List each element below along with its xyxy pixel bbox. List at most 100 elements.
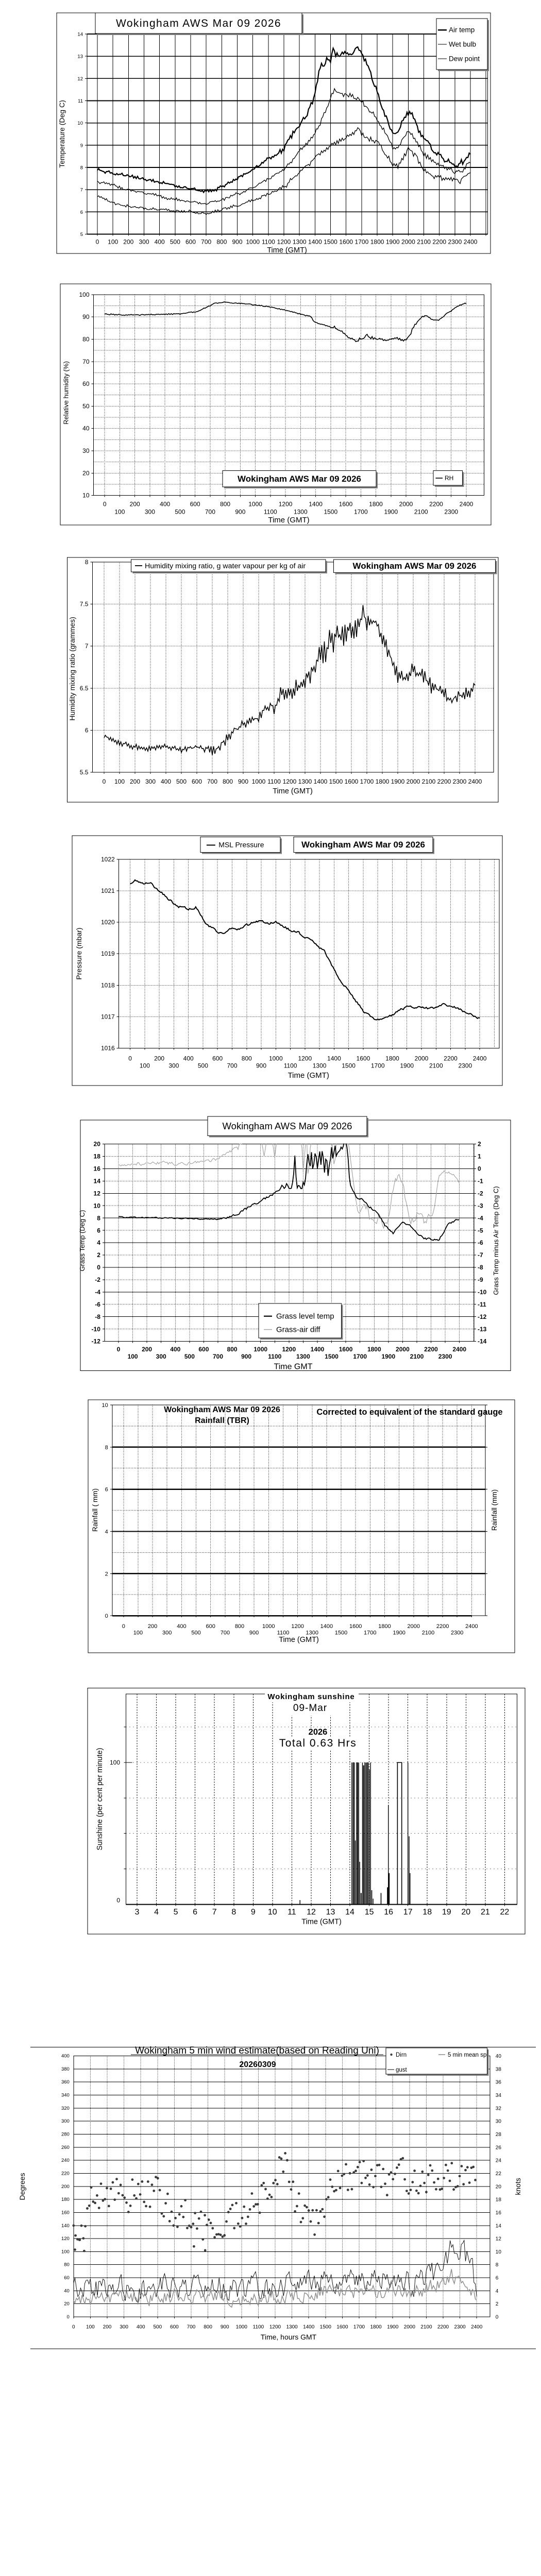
svg-text:2300: 2300 xyxy=(444,508,458,515)
svg-text:1500: 1500 xyxy=(335,1630,347,1636)
svg-text:300: 300 xyxy=(145,508,155,515)
svg-text:100: 100 xyxy=(86,2325,95,2330)
svg-text:900: 900 xyxy=(232,239,242,246)
svg-text:500: 500 xyxy=(198,1062,208,1069)
svg-text:15: 15 xyxy=(365,1908,374,1917)
svg-text:13: 13 xyxy=(326,1908,335,1917)
svg-text:100: 100 xyxy=(61,2249,70,2255)
svg-text:7: 7 xyxy=(80,188,83,193)
svg-text:13: 13 xyxy=(77,54,83,60)
svg-text:1800: 1800 xyxy=(376,778,390,785)
svg-text:Dirn: Dirn xyxy=(396,2052,407,2058)
svg-text:8: 8 xyxy=(97,1214,100,1222)
svg-text:0: 0 xyxy=(96,239,99,246)
svg-text:40: 40 xyxy=(496,2054,502,2059)
svg-text:500: 500 xyxy=(184,1353,195,1360)
svg-text:36: 36 xyxy=(496,2080,502,2086)
svg-text:-4: -4 xyxy=(478,1214,483,1222)
svg-text:Corrected to equivalent of the: Corrected to equivalent of the standard … xyxy=(316,1408,502,1417)
svg-text:gust: gust xyxy=(396,2067,408,2073)
svg-text:11: 11 xyxy=(78,98,83,104)
svg-text:1200: 1200 xyxy=(269,2325,281,2330)
svg-text:1020: 1020 xyxy=(101,919,115,926)
svg-text:200: 200 xyxy=(103,2325,112,2330)
svg-text:6: 6 xyxy=(496,2276,499,2281)
svg-text:6: 6 xyxy=(85,726,89,734)
svg-text:32: 32 xyxy=(496,2106,502,2111)
svg-text:0: 0 xyxy=(122,1623,125,1630)
svg-text:-1: -1 xyxy=(478,1178,483,1185)
svg-text:300: 300 xyxy=(139,239,149,246)
svg-text:0: 0 xyxy=(128,1055,132,1062)
svg-text:7: 7 xyxy=(85,642,89,650)
svg-text:1: 1 xyxy=(478,1153,481,1160)
svg-text:11: 11 xyxy=(288,1908,296,1917)
svg-text:-8: -8 xyxy=(478,1264,483,1271)
svg-text:260: 260 xyxy=(61,2145,70,2150)
svg-text:1022: 1022 xyxy=(101,856,115,863)
svg-text:2300: 2300 xyxy=(458,1062,472,1069)
svg-text:300: 300 xyxy=(168,1062,179,1069)
svg-text:50: 50 xyxy=(82,402,90,410)
svg-text:1000: 1000 xyxy=(262,1623,275,1630)
svg-text:1700: 1700 xyxy=(354,508,368,515)
svg-text:1600: 1600 xyxy=(339,239,353,246)
svg-text:34: 34 xyxy=(496,2093,502,2098)
svg-text:900: 900 xyxy=(256,1062,266,1069)
svg-text:120: 120 xyxy=(61,2236,70,2242)
svg-text:800: 800 xyxy=(220,500,230,507)
svg-text:800: 800 xyxy=(216,239,227,246)
svg-text:8: 8 xyxy=(231,1908,236,1917)
svg-text:-6: -6 xyxy=(95,1301,100,1308)
svg-text:2300: 2300 xyxy=(438,1353,452,1360)
svg-text:20260309: 20260309 xyxy=(239,2060,276,2069)
svg-text:14: 14 xyxy=(94,1178,101,1185)
svg-text:1300: 1300 xyxy=(293,239,307,246)
svg-text:8: 8 xyxy=(105,1445,108,1451)
svg-text:12: 12 xyxy=(77,76,83,82)
svg-text:2400: 2400 xyxy=(468,778,482,785)
svg-text:1500: 1500 xyxy=(324,508,337,515)
svg-text:18: 18 xyxy=(422,1908,432,1917)
svg-text:600: 600 xyxy=(206,1623,215,1630)
svg-text:1800: 1800 xyxy=(370,239,384,246)
svg-text:100: 100 xyxy=(133,1630,143,1636)
svg-text:700: 700 xyxy=(187,2325,196,2330)
svg-text:100: 100 xyxy=(79,291,89,298)
svg-text:400: 400 xyxy=(155,239,165,246)
svg-text:800: 800 xyxy=(227,1346,238,1353)
svg-text:2: 2 xyxy=(105,1571,108,1577)
svg-text:200: 200 xyxy=(123,239,133,246)
svg-text:Time, hours GMT: Time, hours GMT xyxy=(261,2333,317,2341)
svg-text:16: 16 xyxy=(384,1908,393,1917)
svg-text:100: 100 xyxy=(128,1353,138,1360)
svg-text:1100: 1100 xyxy=(264,508,277,515)
svg-text:28: 28 xyxy=(496,2132,502,2138)
svg-text:0: 0 xyxy=(103,778,106,785)
svg-text:800: 800 xyxy=(235,1623,244,1630)
svg-text:500: 500 xyxy=(176,778,187,785)
svg-text:0: 0 xyxy=(103,500,107,507)
svg-text:1700: 1700 xyxy=(353,2325,365,2330)
svg-text:1100: 1100 xyxy=(253,2325,264,2330)
svg-text:18: 18 xyxy=(496,2197,502,2203)
svg-text:380: 380 xyxy=(61,2066,70,2072)
svg-text:-9: -9 xyxy=(478,1276,483,1283)
svg-text:10: 10 xyxy=(102,1402,108,1409)
svg-text:500: 500 xyxy=(191,1630,200,1636)
svg-text:300: 300 xyxy=(156,1353,166,1360)
svg-text:Sunshine (per cent per minute): Sunshine (per cent per minute) xyxy=(96,1748,104,1850)
svg-text:0: 0 xyxy=(105,1613,108,1619)
svg-text:1300: 1300 xyxy=(298,778,312,785)
svg-text:Wokingham AWS Mar 09 2026: Wokingham AWS Mar 09 2026 xyxy=(238,474,361,484)
svg-text:6.5: 6.5 xyxy=(80,685,89,692)
svg-text:2400: 2400 xyxy=(464,239,478,246)
svg-text:20: 20 xyxy=(496,2184,502,2190)
svg-text:100: 100 xyxy=(114,508,125,515)
svg-text:2100: 2100 xyxy=(414,508,428,515)
svg-text:30: 30 xyxy=(82,447,90,454)
svg-text:20: 20 xyxy=(461,1908,470,1917)
svg-text:2200: 2200 xyxy=(436,1623,449,1630)
svg-text:1900: 1900 xyxy=(381,1353,395,1360)
svg-text:800: 800 xyxy=(223,778,233,785)
